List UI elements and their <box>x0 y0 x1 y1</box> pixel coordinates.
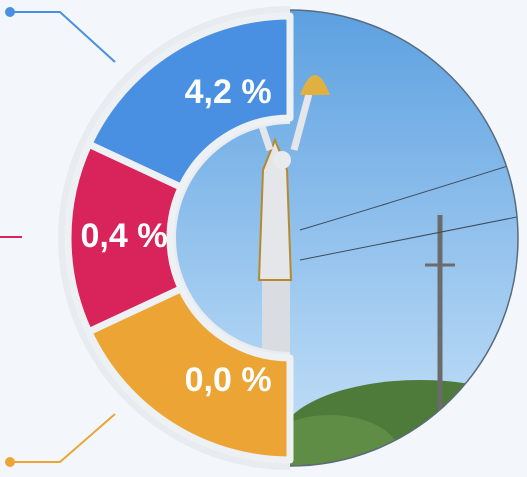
segment-label: 0,4 % <box>81 217 168 255</box>
infographic: 4,2 % 0,4 % 0,0 % <box>0 0 527 477</box>
page: 4,2 %0,4 %0,0 % (() => { const data = JS… <box>0 0 527 477</box>
segment-label: 0,0 % <box>185 361 272 399</box>
segment-label: 4,2 % <box>185 73 272 111</box>
